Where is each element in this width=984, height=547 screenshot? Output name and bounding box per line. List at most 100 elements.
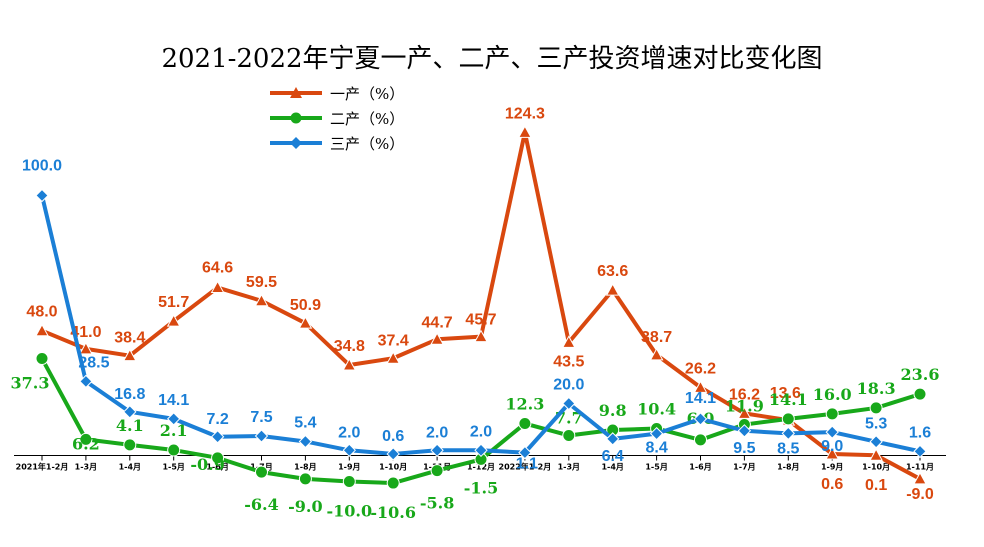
legend-item-secondary: 二产（%） (268, 107, 404, 129)
data-label: 16.8 (114, 386, 145, 403)
data-label: 26.2 (685, 360, 716, 377)
x-tick-label: 2022年1-2月 (499, 462, 552, 472)
data-label: 2.0 (470, 423, 492, 440)
data-point-marker (825, 446, 840, 460)
data-point-marker (342, 475, 356, 488)
data-label: 16.0 (813, 385, 852, 404)
data-point-marker (781, 412, 795, 426)
data-point-marker (605, 283, 620, 296)
data-point-marker (825, 407, 839, 421)
data-label: 23.6 (901, 365, 940, 384)
x-tick-label: 1-9月 (338, 463, 360, 472)
data-point-marker (342, 443, 357, 458)
x-tick-label: 1-8月 (294, 463, 316, 472)
data-label: 44.7 (422, 314, 453, 331)
data-label: 7.2 (206, 411, 228, 428)
data-label: 12.3 (505, 395, 544, 414)
data-label: 48.0 (26, 304, 57, 321)
data-label: -10.6 (370, 503, 416, 522)
x-tick-label: 1-3月 (75, 463, 97, 472)
data-label: 59.5 (246, 274, 277, 291)
data-point-marker (561, 335, 576, 348)
data-label: 2.0 (338, 424, 360, 441)
legend-swatch-tertiary (270, 137, 322, 149)
x-tick-label: 1-9月 (821, 463, 843, 472)
x-tick-label: 1-11月 (906, 463, 934, 472)
data-point-marker (79, 432, 93, 446)
data-point-marker (649, 426, 664, 441)
data-point-marker (913, 387, 927, 401)
data-point-marker (474, 329, 488, 343)
data-point-marker (693, 380, 708, 393)
data-point-marker (298, 434, 313, 449)
x-tick-label: 1-7月 (733, 463, 755, 472)
data-point-marker (79, 341, 93, 355)
data-point-marker (342, 357, 357, 371)
data-label: 14.1 (685, 390, 716, 407)
data-point-marker (649, 347, 664, 361)
data-label: 14.1 (769, 390, 808, 409)
data-point-marker (693, 412, 708, 426)
data-label: 45.7 (465, 312, 496, 329)
data-label: 124.3 (505, 105, 545, 122)
data-point-marker (386, 351, 401, 364)
data-point-marker (825, 425, 839, 439)
x-tick-label: 1-8月 (777, 463, 799, 472)
data-point-marker (166, 314, 181, 327)
data-label: 37.4 (378, 332, 409, 349)
x-tick-label: 1-5月 (645, 463, 667, 472)
data-point-marker (474, 443, 488, 458)
data-label: 0.6 (821, 476, 843, 493)
data-point-marker (605, 432, 620, 446)
data-label: 9.8 (599, 401, 627, 420)
data-label: 38.7 (641, 329, 672, 346)
data-point-marker (430, 464, 444, 478)
data-label: 0.1 (865, 477, 887, 494)
data-label: 0.6 (382, 428, 404, 445)
data-point-marker (430, 443, 444, 458)
legend-label-secondary: 二产（%） (330, 109, 405, 128)
x-tick-label: 1-5月 (162, 463, 184, 472)
data-label: -6.4 (244, 495, 278, 514)
data-label: 13.6 (770, 385, 801, 402)
data-label: 41.0 (70, 324, 101, 341)
data-point-marker (167, 443, 181, 457)
data-point-marker (79, 374, 93, 389)
legend-label-primary: 一产（%） (330, 84, 405, 103)
legend-label-tertiary: 三产（%） (330, 134, 405, 153)
data-point-marker (518, 445, 532, 460)
data-label: -5.8 (420, 494, 454, 513)
data-point-marker (869, 435, 883, 449)
x-tick-label: 1-6月 (206, 463, 228, 472)
x-tick-label: 1-4月 (119, 463, 141, 472)
data-label: 43.5 (553, 353, 584, 370)
data-point-marker (562, 396, 576, 411)
data-label: -10.0 (326, 502, 372, 521)
data-label: 2.1 (160, 421, 188, 440)
data-point-marker (430, 332, 444, 345)
x-tick-label: 2021年1-2月 (16, 462, 69, 472)
data-label: 18.3 (857, 379, 896, 398)
data-point-marker (518, 125, 532, 138)
data-point-marker (210, 430, 225, 444)
x-tick-label: 1-10月 (862, 463, 890, 472)
x-tick-label: 1-6月 (689, 463, 711, 472)
legend-item-primary: 一产（%） (268, 82, 404, 104)
data-label: -9.0 (906, 486, 934, 503)
data-label: 63.6 (597, 263, 628, 280)
data-label: 9.0 (821, 438, 843, 455)
data-label: 16.2 (729, 386, 760, 403)
data-point-marker (518, 417, 532, 431)
data-label: 2.0 (426, 424, 448, 441)
data-point-marker (210, 280, 225, 294)
data-label: 8.4 (645, 440, 667, 457)
data-point-marker (254, 429, 269, 443)
data-point-marker (166, 412, 181, 426)
data-label: 37.3 (11, 374, 50, 393)
data-label: -9.0 (288, 497, 322, 516)
data-label: 11.9 (725, 397, 764, 416)
data-point-marker (35, 352, 49, 366)
data-point-marker (386, 476, 400, 490)
data-label: 1.1 (516, 456, 538, 473)
